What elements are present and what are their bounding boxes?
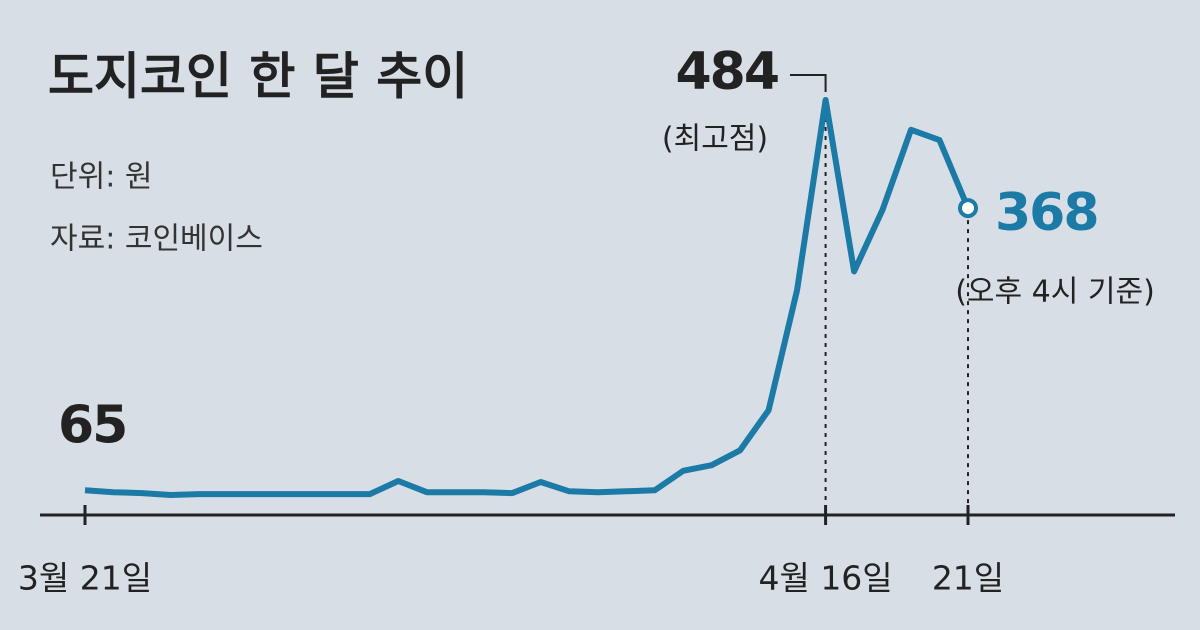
end-marker: [958, 198, 978, 219]
annotation: (오후 4시 기준): [955, 275, 1155, 310]
price-line: [84, 97, 971, 498]
x-tick-label: 21일: [932, 559, 1004, 598]
x-tick-label: 3월 21일: [18, 559, 152, 598]
source-label: 자료: 코인베이스: [50, 222, 263, 257]
peak-leader: [790, 74, 827, 92]
start-value-label: 65: [58, 395, 126, 455]
unit-label: 단위: 원: [50, 160, 152, 195]
x-tick-label: 4월 16일: [758, 559, 892, 598]
chart-title: 도지코인 한 달 추이: [48, 48, 468, 106]
peak-value-label: 484: [675, 42, 778, 102]
annotation: (최고점): [662, 122, 768, 157]
end-value-label: 368: [995, 183, 1098, 243]
